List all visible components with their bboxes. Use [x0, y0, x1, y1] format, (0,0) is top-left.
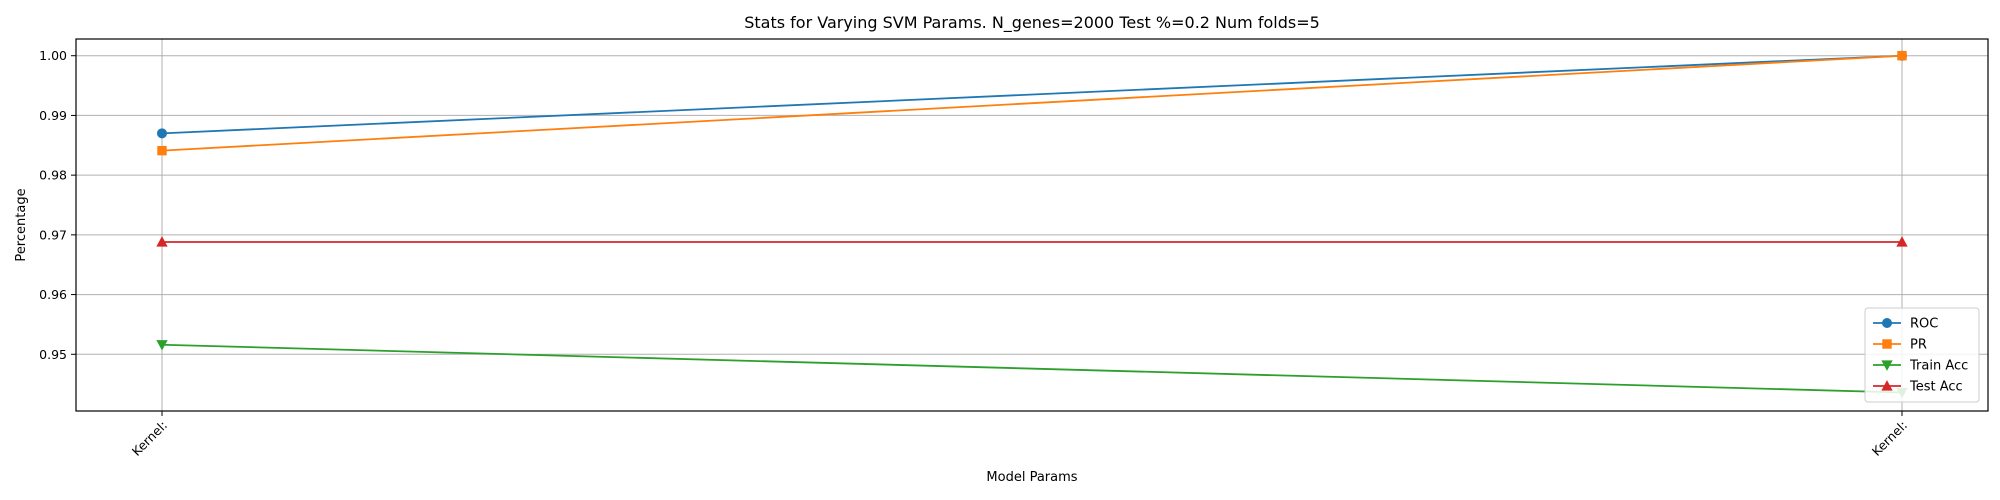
plot-area-frame: [75, 38, 1989, 412]
series-test-acc: [156, 236, 1908, 247]
legend-label: Test Acc: [1909, 380, 1963, 395]
legend-label: ROC: [1910, 317, 1938, 332]
data-point-pr: [1897, 51, 1907, 61]
y-tick-label: 0.99: [39, 108, 67, 123]
data-point-roc: [156, 128, 167, 139]
data-point-train-acc: [156, 340, 168, 351]
legend-entry-train-acc: Train Acc: [1873, 359, 1968, 374]
legend-swatch-marker: [1882, 317, 1893, 328]
grid-lines: [76, 39, 1988, 411]
data-point-test-acc: [156, 236, 168, 247]
series-pr: [157, 51, 1907, 156]
x-axis-label: Model Params: [986, 470, 1077, 485]
legend-swatch-marker: [1882, 339, 1892, 349]
y-axis-label: Percentage: [14, 188, 29, 261]
series-line-roc: [161, 54, 1903, 135]
legend: ROC PR Train Acc Test Acc: [1864, 307, 1980, 403]
series-line-pr: [161, 54, 1903, 152]
legend-box: [1864, 307, 1980, 403]
legend-entry-test-acc: Test Acc: [1873, 380, 1963, 395]
chart-title: Stats for Varying SVM Params. N_genes=20…: [744, 13, 1320, 33]
data-point-test-acc: [1896, 236, 1908, 247]
legend-entry-pr: PR: [1873, 338, 1927, 353]
y-tick-label: 0.97: [39, 227, 67, 242]
legend-label: PR: [1910, 338, 1927, 353]
legend-label: Train Acc: [1909, 359, 1968, 374]
legend-swatch-marker: [1881, 360, 1893, 371]
y-tick-label: 0.98: [39, 168, 67, 183]
y-tick-label: 0.95: [39, 347, 67, 362]
series-line-train-acc: [161, 343, 1903, 394]
legend-entry-roc: ROC: [1873, 317, 1938, 332]
y-tick-label: 0.96: [39, 287, 67, 302]
y-tick-label: 1.00: [39, 48, 67, 63]
legend-swatch-marker: [1881, 380, 1893, 391]
data-point-pr: [157, 145, 167, 156]
